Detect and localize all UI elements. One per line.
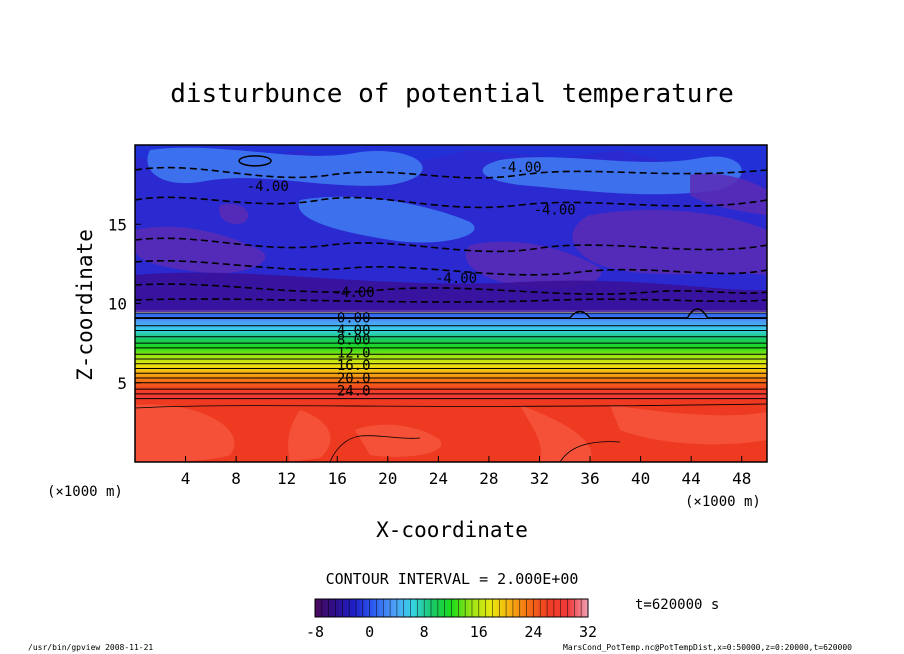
x-unit-left: (×1000 m) [47, 484, 123, 500]
y-axis-ticks: 5 10 15 [108, 215, 141, 393]
stratified-band [135, 313, 767, 399]
lower-contour-3 [559, 441, 621, 462]
contour-label-10: 16.0 [337, 358, 371, 374]
colorbar: -8 0 8 16 24 32 [306, 598, 597, 641]
x-tick-label-24: 24 [429, 469, 448, 488]
contour-labels: -4.00 -4.00 -4.00 -4.00 -4.00 0.004.008.0012.… [247, 160, 576, 399]
field-patch-5 [135, 226, 266, 274]
field-patch-7 [298, 196, 475, 243]
y-tick-label-5: 5 [117, 374, 127, 393]
field-patch-9 [690, 173, 767, 215]
x-axis-label: X-coordinate [376, 518, 528, 542]
contour-label-1: -4.00 [247, 179, 289, 195]
field-patch-10 [219, 203, 249, 225]
zero-contour [135, 308, 767, 319]
y-tick-label-10: 10 [108, 295, 127, 314]
x-tick-label-8: 8 [231, 469, 241, 488]
lower-contour-1 [135, 403, 767, 409]
chart-title: disturbunce of potential temperature [170, 79, 734, 109]
colorbar-tick-1: 0 [365, 623, 374, 641]
lower-patch-1 [135, 404, 235, 462]
colorbar-divisions [321, 599, 582, 617]
time-label: t=620000 s [635, 597, 719, 613]
field-patch-3 [482, 156, 742, 195]
x-tick-label-4: 4 [181, 469, 191, 488]
contour-label-5: -4.00 [333, 285, 375, 301]
plot-area [135, 145, 767, 462]
field-patch-6 [465, 241, 602, 289]
lower-contour-2 [329, 435, 421, 462]
lower-field-patches [135, 404, 767, 462]
field-patch-4 [572, 210, 767, 275]
colorbar-tick-2: 8 [420, 623, 429, 641]
negative-contour-6 [135, 298, 767, 303]
colorbar-tick-3: 16 [470, 623, 488, 641]
x-tick-label-20: 20 [378, 469, 397, 488]
contour-label-12: 24.0 [337, 383, 371, 399]
x-tick-label-44: 44 [682, 469, 701, 488]
contour-label-11: 20.0 [337, 371, 371, 387]
negative-contour-1 [135, 166, 767, 179]
x-tick-label-40: 40 [631, 469, 650, 488]
footer-left: /usr/bin/gpview 2008-11-21 [28, 643, 153, 652]
colorbar-frame [314, 598, 589, 618]
lower-patch-3 [520, 405, 592, 462]
x-tick-label-36: 36 [580, 469, 599, 488]
x-tick-label-12: 12 [277, 469, 296, 488]
colorbar-tick-4: 24 [524, 623, 542, 641]
field-patch-8 [135, 272, 767, 312]
y-axis-label: Z-coordinate [73, 229, 97, 381]
x-tick-label-48: 48 [732, 469, 751, 488]
contour-interval: CONTOUR INTERVAL = 2.000E+00 [326, 570, 579, 588]
lower-patch-2 [288, 410, 331, 462]
footer-right: MarsCond_PotTemp.nc@PotTempDist,x=0:5000… [563, 643, 852, 652]
lower-patch-5 [355, 424, 442, 457]
negative-contour-5 [135, 283, 767, 295]
contour-label-3: -4.00 [534, 203, 576, 219]
negative-contour-2 [135, 196, 767, 209]
colorbar-tick-5: 32 [579, 623, 597, 641]
x-axis-ticks: 4 8 12 16 20 24 28 32 36 40 44 48 [181, 456, 751, 488]
x-tick-label-32: 32 [530, 469, 549, 488]
colorbar-tick-labels: -8 0 8 16 24 32 [306, 623, 597, 641]
field-patch-2 [147, 147, 423, 186]
contour-label-8: 8.00 [337, 333, 371, 349]
colorbar-tick-0: -8 [306, 623, 324, 641]
contour-label-9: 12.0 [337, 345, 371, 361]
contour-label-7: 4.00 [337, 323, 371, 339]
closed-contour [238, 155, 272, 167]
x-tick-label-28: 28 [479, 469, 498, 488]
contour-label-6: 0.00 [337, 311, 371, 327]
contour-lines [135, 155, 767, 462]
upper-field-patches [135, 145, 767, 312]
x-unit-right: (×1000 m) [685, 494, 761, 510]
negative-contour-4 [135, 260, 767, 276]
contour-label-4: -4.00 [435, 271, 477, 287]
x-tick-label-16: 16 [328, 469, 347, 488]
lower-patch-4 [610, 405, 767, 445]
y-tick-label-15: 15 [108, 215, 127, 234]
negative-contours [135, 166, 767, 303]
contour-label-2: -4.00 [499, 160, 541, 176]
